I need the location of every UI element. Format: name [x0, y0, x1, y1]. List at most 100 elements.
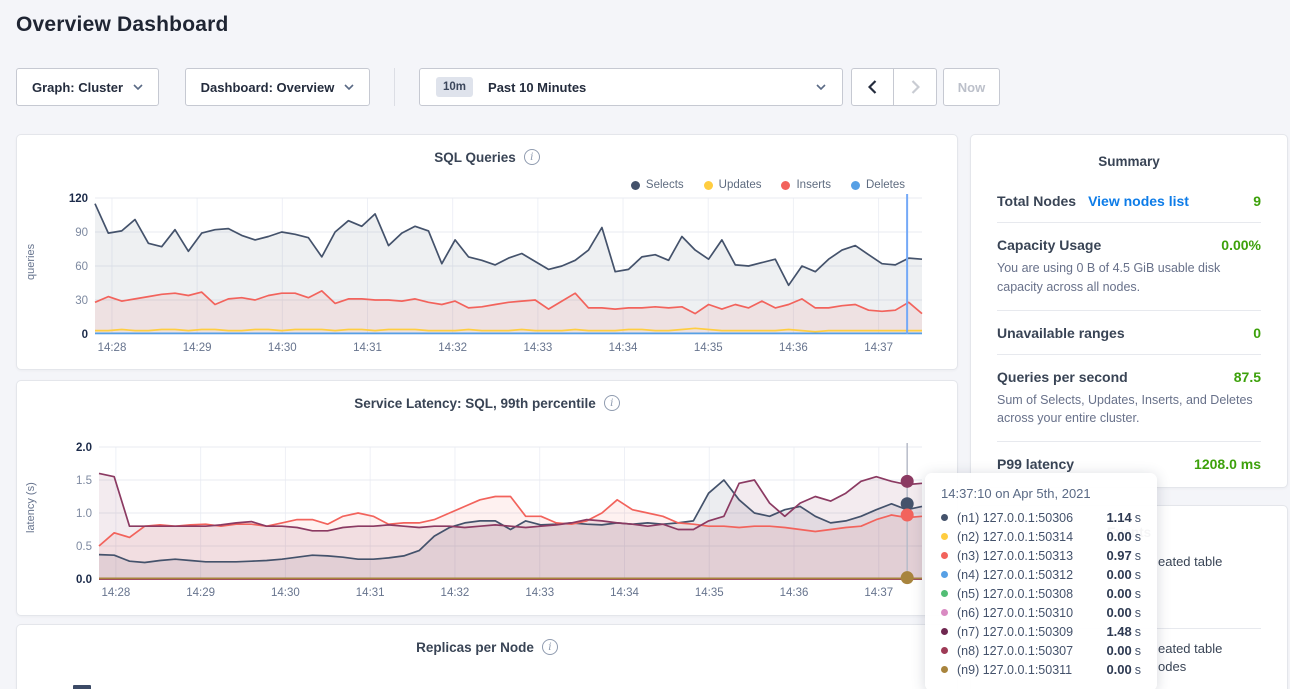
overview-dashboard-page: Overview Dashboard Graph: Cluster Dashbo… — [0, 0, 1290, 689]
dashboard-dropdown-label: Dashboard: Overview — [201, 80, 335, 95]
svg-text:0.0: 0.0 — [76, 574, 92, 586]
tooltip-timestamp: 14:37:10 on Apr 5th, 2021 — [941, 486, 1141, 501]
sql-queries-chart[interactable]: 14:2814:2914:3014:3114:3214:3314:3414:35… — [33, 188, 941, 363]
chevron-down-icon — [344, 84, 354, 90]
sql-queries-card: SQL Queries i SelectsUpdatesInsertsDelet… — [16, 134, 958, 370]
svg-text:14:35: 14:35 — [694, 342, 723, 354]
replicas-card: Replicas per Node i — [16, 624, 958, 689]
tooltip-node-row: (n7) 127.0.0.1:503091.48s — [941, 622, 1141, 641]
view-nodes-list-link[interactable]: View nodes list — [1088, 193, 1189, 209]
tooltip-node-label: (n3) 127.0.0.1:50313 — [957, 549, 1106, 563]
now-button[interactable]: Now — [943, 68, 1000, 106]
svg-text:14:34: 14:34 — [610, 587, 639, 599]
series-dot-icon — [941, 571, 948, 578]
dashboard-dropdown[interactable]: Dashboard: Overview — [185, 68, 370, 106]
series-dot-icon — [941, 514, 948, 521]
graph-dropdown[interactable]: Graph: Cluster — [16, 68, 159, 106]
tooltip-node-label: (n2) 127.0.0.1:50314 — [957, 530, 1106, 544]
svg-text:14:32: 14:32 — [441, 587, 470, 599]
svg-text:14:34: 14:34 — [609, 342, 638, 354]
service-latency-chart[interactable]: 14:2814:2914:3014:3114:3214:3314:3414:35… — [33, 437, 941, 612]
svg-text:14:36: 14:36 — [779, 342, 808, 354]
qps-desc: Sum of Selects, Updates, Inserts, and De… — [997, 391, 1261, 429]
qps-value: 87.5 — [1234, 369, 1261, 385]
service-latency-title: Service Latency: SQL, 99th percentile — [354, 396, 596, 411]
svg-text:1.5: 1.5 — [76, 475, 92, 487]
tooltip-node-value: 0.00s — [1106, 643, 1141, 658]
tooltip-node-row: (n5) 127.0.0.1:503080.00s — [941, 584, 1141, 603]
time-range-badge: 10m — [436, 77, 473, 97]
svg-text:2.0: 2.0 — [76, 442, 92, 454]
replicas-title-row: Replicas per Node i — [17, 639, 957, 655]
time-range-label: Past 10 Minutes — [488, 80, 586, 95]
svg-text:14:37: 14:37 — [864, 342, 893, 354]
summary-row-unavailable: Unavailable ranges 0 — [997, 311, 1261, 355]
tooltip-node-row: (n6) 127.0.0.1:503100.00s — [941, 603, 1141, 622]
tooltip-node-row: (n4) 127.0.0.1:503120.00s — [941, 565, 1141, 584]
replicas-title: Replicas per Node — [416, 640, 534, 655]
tooltip-node-value: 0.00s — [1106, 529, 1141, 544]
tooltip-node-value: 1.48s — [1106, 624, 1141, 639]
tooltip-node-row: (n1) 127.0.0.1:503061.14s — [941, 508, 1141, 527]
toolbar-divider — [394, 68, 395, 106]
svg-text:14:28: 14:28 — [98, 342, 127, 354]
time-prev-button[interactable] — [851, 68, 894, 106]
svg-text:14:31: 14:31 — [353, 342, 382, 354]
unavailable-ranges-value: 0 — [1253, 325, 1261, 341]
tooltip-node-value: 0.00s — [1106, 605, 1141, 620]
chevron-down-icon — [133, 84, 143, 90]
svg-text:14:31: 14:31 — [356, 587, 385, 599]
svg-text:14:28: 14:28 — [101, 587, 130, 599]
page-title: Overview Dashboard — [16, 13, 229, 37]
svg-text:0.5: 0.5 — [76, 541, 92, 553]
capacity-label: Capacity Usage — [997, 237, 1101, 253]
p99-latency-value: 1208.0 ms — [1194, 456, 1261, 472]
chevron-down-icon — [816, 84, 826, 90]
svg-text:14:33: 14:33 — [523, 342, 552, 354]
tooltip-node-label: (n1) 127.0.0.1:50306 — [957, 511, 1106, 525]
time-nav-arrows — [851, 68, 937, 106]
service-latency-title-row: Service Latency: SQL, 99th percentile i — [17, 395, 957, 411]
svg-text:120: 120 — [69, 193, 88, 205]
tooltip-node-label: (n6) 127.0.0.1:50310 — [957, 606, 1106, 620]
summary-title: Summary — [997, 135, 1261, 179]
series-dot-icon — [941, 533, 948, 540]
chart-tooltip: 14:37:10 on Apr 5th, 2021 (n1) 127.0.0.1… — [925, 473, 1157, 689]
series-dot-icon — [941, 647, 948, 654]
tooltip-node-value: 1.14s — [1106, 510, 1141, 525]
info-icon[interactable]: i — [542, 639, 558, 655]
svg-text:14:35: 14:35 — [695, 587, 724, 599]
svg-text:90: 90 — [75, 227, 88, 239]
toolbar: Graph: Cluster Dashboard: Overview 10m P… — [16, 68, 1000, 106]
svg-text:14:30: 14:30 — [271, 587, 300, 599]
series-dot-icon — [941, 666, 948, 673]
svg-text:14:37: 14:37 — [864, 587, 893, 599]
unavailable-ranges-label: Unavailable ranges — [997, 325, 1125, 341]
event-item-fragment: eated table — [1158, 641, 1222, 656]
svg-text:0: 0 — [82, 329, 88, 341]
graph-dropdown-label: Graph: Cluster — [32, 80, 123, 95]
time-range-dropdown[interactable]: 10m Past 10 Minutes — [419, 68, 843, 106]
series-dot-icon — [941, 552, 948, 559]
svg-text:14:29: 14:29 — [186, 587, 215, 599]
sql-queries-title-row: SQL Queries i — [17, 149, 957, 165]
event-item-fragment: eated table — [1158, 554, 1222, 569]
svg-text:14:32: 14:32 — [438, 342, 467, 354]
time-next-button[interactable] — [894, 68, 937, 106]
tooltip-node-label: (n8) 127.0.0.1:50307 — [957, 644, 1106, 658]
total-nodes-value: 9 — [1253, 193, 1261, 209]
info-icon[interactable]: i — [524, 149, 540, 165]
summary-panel: Summary Total Nodes View nodes list 9 Ca… — [970, 134, 1288, 488]
series-dot-icon — [941, 628, 948, 635]
svg-text:1.0: 1.0 — [76, 508, 92, 520]
capacity-value: 0.00% — [1221, 237, 1261, 253]
summary-row-total-nodes: Total Nodes View nodes list 9 — [997, 179, 1261, 223]
tooltip-node-value: 0.97s — [1106, 548, 1141, 563]
info-icon[interactable]: i — [604, 395, 620, 411]
total-nodes-label: Total Nodes — [997, 193, 1076, 209]
tooltip-node-label: (n9) 127.0.0.1:50311 — [957, 663, 1106, 677]
summary-row-capacity: Capacity Usage 0.00% You are using 0 B o… — [997, 223, 1261, 311]
tooltip-node-label: (n5) 127.0.0.1:50308 — [957, 587, 1106, 601]
p99-latency-label: P99 latency — [997, 456, 1074, 472]
svg-text:14:30: 14:30 — [268, 342, 297, 354]
